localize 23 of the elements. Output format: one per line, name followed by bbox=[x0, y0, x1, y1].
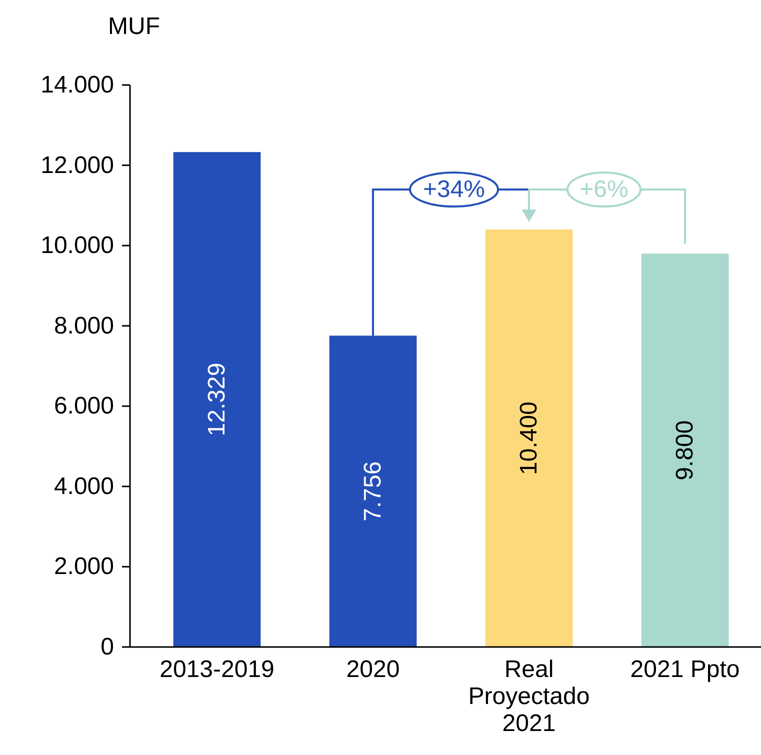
y-tick-label: 8.000 bbox=[54, 312, 114, 340]
data-label: 7.756 bbox=[360, 461, 386, 522]
y-tick-label: 4.000 bbox=[54, 472, 114, 500]
annotation: +34% bbox=[422, 176, 486, 204]
y-tick-label: 10.000 bbox=[40, 232, 114, 260]
annotation: +6% bbox=[580, 176, 628, 204]
y-tick-label: 14.000 bbox=[40, 72, 114, 98]
data-label: 12.329 bbox=[204, 362, 230, 436]
x-tick-label: 2021 Ppto bbox=[630, 656, 740, 683]
x-tick-label: Real Proyectado 2021 bbox=[468, 656, 590, 737]
x-tick-label: 2020 bbox=[346, 656, 400, 683]
y-tick-label: 6.000 bbox=[54, 392, 114, 420]
data-label: 9.800 bbox=[672, 420, 698, 480]
bar bbox=[329, 336, 417, 647]
y-tick-label: 12.000 bbox=[40, 152, 114, 179]
data-label: 10.400 bbox=[516, 402, 542, 475]
bar bbox=[173, 152, 261, 647]
x-tick-label: 2013-2019 bbox=[160, 656, 274, 683]
bar bbox=[485, 230, 573, 647]
bar bbox=[641, 254, 729, 647]
y-axis-title: MUF bbox=[108, 13, 160, 40]
y-tick-label: 2.000 bbox=[54, 553, 114, 580]
y-tick-label: 0 bbox=[100, 634, 114, 660]
